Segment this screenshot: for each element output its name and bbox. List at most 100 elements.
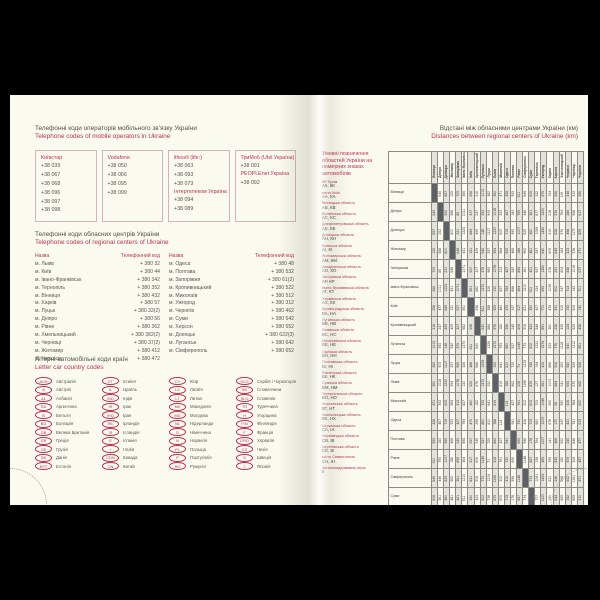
car-code-badge: IRL bbox=[102, 419, 119, 428]
distance-cell: 841 bbox=[485, 392, 493, 412]
distance-cell: 877 bbox=[534, 202, 542, 222]
distance-cell: 313 bbox=[497, 259, 505, 279]
phone-row: м. Тернопіль + 380 352 bbox=[35, 285, 169, 293]
city-code: + 380 522 bbox=[271, 284, 294, 291]
car-code-item: SCG Сербія і Чорногорія bbox=[236, 377, 303, 386]
distance-cell: 629 bbox=[570, 316, 578, 336]
distance-cell: 631 bbox=[546, 468, 554, 488]
distance-cell: 689 bbox=[443, 297, 451, 317]
distance-matrix-wrap: Вінниця Дніпро Донецьк Житомир Запоріжжя Іван… bbox=[388, 151, 585, 505]
car-code-badge: GB bbox=[35, 428, 52, 437]
distance-cell: 71 bbox=[485, 449, 493, 469]
car-country-name: Албанія bbox=[56, 395, 72, 401]
car-codes-section: Літерні автомобільні коди країн Letter c… bbox=[35, 356, 297, 371]
car-code-item: FIN Фінляндія bbox=[236, 419, 303, 429]
distance-cell: 976 bbox=[558, 221, 566, 241]
distance-cell: 1219 bbox=[522, 354, 530, 374]
city-name: м. Луцьк bbox=[35, 308, 56, 315]
distance-cell: 350 bbox=[528, 297, 536, 317]
plate-codes: СЕ, ІЕ bbox=[322, 448, 335, 454]
city-name: м. Харків bbox=[35, 300, 57, 307]
distance-cell: 761 bbox=[516, 392, 524, 412]
matrix-row-label: Рівне bbox=[388, 449, 432, 469]
distance-cell: 606 bbox=[430, 487, 439, 505]
distance-cell: 541 bbox=[510, 411, 518, 431]
matrix-row: Рівне 311 795 1007 186 855 364 317 606 1149 71 208 7… bbox=[388, 449, 585, 469]
distance-cell: 388 bbox=[467, 354, 475, 374]
car-code-item: J Японія bbox=[236, 462, 303, 471]
distance-cell: 317 bbox=[467, 449, 475, 469]
operator-code: +38 067 bbox=[41, 172, 61, 179]
car-country-name: Китай bbox=[123, 463, 135, 469]
distance-cell: 648 bbox=[455, 240, 463, 260]
city-name: м. Суми bbox=[169, 316, 188, 323]
distance-cell: 551 bbox=[552, 297, 560, 317]
distance-cell: 378 bbox=[570, 240, 578, 260]
distance-cell: 1071 bbox=[455, 278, 463, 298]
distance-cell: 429 bbox=[473, 240, 481, 260]
car-country-name: Іспанія bbox=[123, 438, 137, 444]
phone-row: м. Сімферополь + 380 652 bbox=[169, 348, 303, 356]
plate-legend-entry: АР Крим АК, КК bbox=[322, 180, 388, 189]
distance-cell: 252 bbox=[437, 221, 445, 241]
matrix-diagonal-cell bbox=[528, 487, 536, 505]
distance-cell: 866 bbox=[546, 354, 554, 374]
city-code: + 380 48 bbox=[274, 260, 294, 267]
car-code-item: GE Грузія bbox=[35, 445, 102, 454]
distance-cell: 705 bbox=[430, 259, 439, 279]
car-country-name: Ірландія bbox=[123, 421, 140, 427]
car-code-item: IRQ Іран bbox=[102, 411, 169, 420]
distance-cell: 395 bbox=[443, 430, 451, 450]
distance-cell: 256 bbox=[430, 297, 439, 317]
car-code-item: A Австрія bbox=[35, 385, 102, 395]
car-country-name: Ірак bbox=[123, 404, 131, 410]
distance-cell: 819 bbox=[497, 373, 505, 393]
city-name: м. Ужгород bbox=[169, 300, 195, 307]
phone-row: м. Київ + 380 44 bbox=[35, 269, 169, 277]
distance-cell: 734 bbox=[546, 183, 554, 203]
distance-cell: 660 bbox=[534, 411, 542, 431]
city-name: м. Донецьк bbox=[169, 332, 196, 339]
plate-legend-entry: Волинська область АС, КС bbox=[322, 212, 388, 221]
car-code-badge: H bbox=[236, 411, 253, 420]
plate-legend-entry: Харківська область АХ, КХ bbox=[322, 297, 388, 306]
car-code-badge: E bbox=[102, 436, 119, 445]
car-code-item: CY Кіпр bbox=[169, 377, 236, 386]
plate-codes: АК, КК bbox=[322, 183, 335, 189]
matrix-row-label: Житомир bbox=[388, 240, 432, 260]
distance-cell: 477 bbox=[467, 202, 475, 222]
car-codes-column: CY Кіпр LV Латвія LT Литва MK Македонія MD Молдов… bbox=[169, 377, 236, 471]
plate-legend-entry: Донецька область АН, КН bbox=[322, 233, 388, 242]
distance-cell: 416 bbox=[503, 468, 512, 488]
distance-cell: 719 bbox=[528, 411, 536, 431]
matrix-row-label: Кропивницький bbox=[388, 316, 432, 336]
mobile-codes-title-uk: Телефонні коди операторів мобільного зв’… bbox=[35, 125, 197, 132]
distance-cell: 379 bbox=[479, 259, 487, 279]
plate-codes: АІ, КІ bbox=[322, 246, 333, 252]
car-code-item: I Італія bbox=[102, 445, 169, 454]
distance-cell: 475 bbox=[467, 411, 475, 431]
distance-cell: 584 bbox=[449, 392, 457, 412]
matrix-row: Київ 256 477 689 131 537 561 298 811 388 525 480 475… bbox=[388, 297, 585, 317]
distance-cell: 831 bbox=[522, 297, 530, 317]
car-code-badge: IL bbox=[102, 385, 119, 394]
distance-cell: 605 bbox=[497, 221, 505, 241]
distance-cell: 416 bbox=[522, 411, 530, 431]
phone-header-row: Назва Телефонний код bbox=[169, 253, 303, 261]
distance-cell: 353 bbox=[437, 392, 445, 412]
distance-cell: 348 bbox=[564, 183, 572, 203]
plate-codes: ВО, НО bbox=[322, 395, 337, 401]
distance-cell: 625 bbox=[522, 221, 530, 241]
distance-cell: 686 bbox=[473, 354, 481, 374]
city-name: м. Запоріжжя bbox=[169, 276, 201, 283]
car-code-badge: B bbox=[35, 411, 52, 420]
distance-cell: 468 bbox=[510, 240, 518, 260]
distance-cell: 350 bbox=[467, 487, 475, 505]
distance-cell: 460 bbox=[443, 487, 451, 505]
distance-cell: 184 bbox=[558, 240, 566, 260]
distance-cell: 148 bbox=[479, 221, 487, 241]
distance-cell: 1210 bbox=[522, 278, 530, 298]
matrix-row: Івано-Франківськ 366 1011 1223 431 1071 561 682… bbox=[388, 278, 585, 298]
matrix-row-label: Київ bbox=[388, 297, 432, 317]
distance-cell: 1011 bbox=[461, 202, 469, 222]
